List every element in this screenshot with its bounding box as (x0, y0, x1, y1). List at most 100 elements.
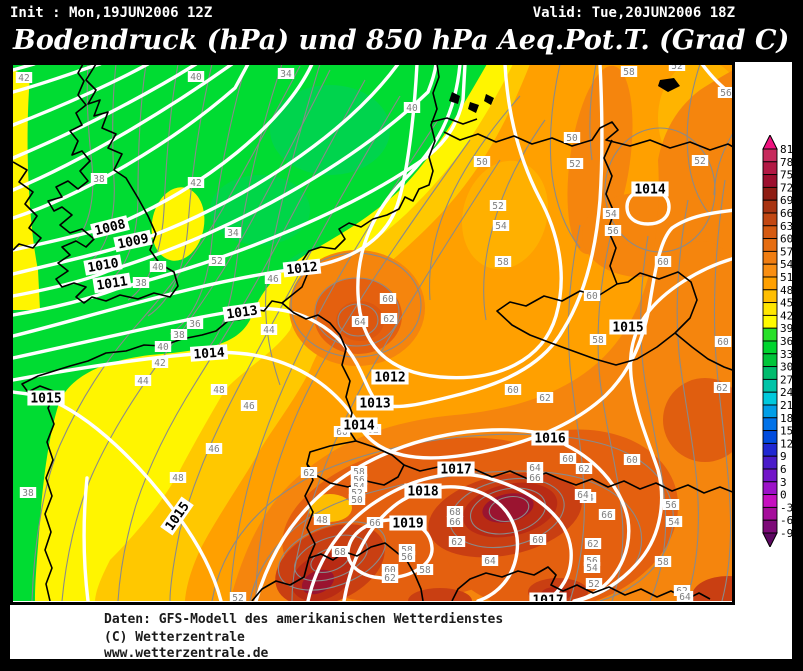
theta-label: 38 (170, 329, 188, 341)
svg-text:64: 64 (484, 556, 496, 567)
theta-label: 62 (448, 536, 466, 548)
svg-text:44: 44 (263, 325, 275, 336)
pressure-label: 1009 (113, 229, 153, 253)
svg-text:52: 52 (671, 62, 682, 72)
isobars (13, 64, 732, 601)
legend-tick-label: 15 (780, 425, 793, 438)
svg-text:1010: 1010 (86, 256, 120, 276)
svg-text:46: 46 (267, 274, 279, 285)
theta-label: 46 (264, 273, 282, 285)
svg-text:60: 60 (507, 385, 519, 396)
theta-label: 66 (526, 472, 544, 484)
svg-text:54: 54 (586, 563, 598, 574)
theta-label: 60 (529, 534, 547, 546)
theta-label: 38 (19, 487, 37, 499)
svg-text:1011: 1011 (96, 274, 129, 294)
theta-label: 52 (585, 578, 603, 590)
legend-color-band (762, 212, 778, 227)
theta-label: 52 (208, 255, 226, 267)
theta-label: 36 (186, 318, 204, 330)
legend-color-band (762, 481, 778, 496)
legend-color-band (762, 430, 778, 444)
legend-color-band (762, 366, 778, 380)
theta-label: 62 (381, 572, 399, 584)
legend-color-band (762, 276, 778, 291)
svg-text:56: 56 (586, 556, 598, 567)
svg-text:54: 54 (668, 517, 680, 528)
legend-tick-label: 0 (780, 489, 787, 502)
pressure-label: 1017 (529, 592, 567, 601)
legend-color-band (762, 519, 778, 534)
svg-text:50: 50 (566, 133, 578, 144)
svg-text:1014: 1014 (193, 345, 225, 362)
svg-text:1008: 1008 (93, 217, 127, 239)
svg-text:64: 64 (679, 592, 691, 603)
pressure-label: 1016 (531, 430, 569, 447)
svg-text:1014: 1014 (634, 183, 665, 198)
theta-label: 48 (169, 472, 187, 484)
legend-color-band (762, 302, 778, 316)
theta-label: 56 (717, 87, 732, 99)
svg-text:62: 62 (587, 539, 598, 550)
svg-text:62: 62 (384, 573, 395, 584)
legend-tick-label: 21 (780, 399, 793, 412)
pressure-label: 1015 (27, 390, 65, 407)
svg-text:60: 60 (384, 565, 396, 576)
svg-text:42: 42 (154, 358, 165, 369)
legend-tick-label: 78 (780, 156, 793, 169)
theta-label: 46 (240, 400, 258, 412)
theta-label: 58 (398, 544, 416, 556)
theta-label: 64 (676, 591, 694, 603)
theta-label: 56 (398, 551, 416, 563)
theta-label: 34 (277, 68, 295, 80)
legend-tick-label: 36 (780, 335, 793, 348)
svg-text:64: 64 (354, 317, 366, 328)
svg-text:60: 60 (626, 455, 638, 466)
svg-text:56: 56 (401, 552, 413, 563)
legend-color-band (762, 161, 778, 176)
legend-color-band (762, 391, 778, 406)
theta-label: 58 (589, 334, 607, 346)
svg-text:58: 58 (353, 467, 365, 478)
theta-label: 58 (416, 564, 434, 576)
svg-text:60: 60 (382, 294, 394, 305)
legend-color-band (762, 506, 778, 521)
theta-label: 62 (300, 467, 318, 479)
legend-color-band (762, 404, 778, 419)
svg-text:62: 62 (716, 383, 727, 394)
theta-label: 34 (224, 227, 242, 239)
legend-tick-label: 24 (780, 386, 794, 399)
svg-text:62: 62 (383, 314, 394, 325)
legend-arrow-down (762, 532, 778, 547)
theta-label: 68 (331, 546, 349, 558)
svg-text:62: 62 (539, 393, 550, 404)
map-border (10, 62, 735, 605)
theta-label: 44 (134, 375, 152, 387)
svg-text:60: 60 (717, 337, 729, 348)
svg-text:34: 34 (280, 69, 292, 80)
valid-time-label: Valid: Tue,20JUN2006 18Z (532, 5, 735, 21)
legend-tick-label: 30 (780, 361, 793, 374)
legend-color-band (762, 238, 778, 252)
theta-label: 62 (536, 392, 554, 404)
legend-tick-label: 72 (780, 181, 793, 194)
legend-color-band (762, 225, 778, 240)
theta-label: 60 (583, 290, 601, 302)
theta-label: 62 (575, 463, 593, 475)
pressure-label: 1011 (92, 272, 132, 294)
theta-label: 56 (662, 499, 680, 511)
theta-label: 64 (481, 555, 499, 567)
theta-label: 46 (205, 443, 223, 455)
legend-tick-label: 66 (780, 207, 793, 220)
legend-color-band (762, 327, 778, 342)
theta-label: 56 (604, 225, 622, 237)
svg-text:58: 58 (419, 565, 431, 576)
svg-text:66: 66 (369, 518, 381, 529)
svg-text:1012: 1012 (286, 260, 319, 278)
legend-color-band (762, 199, 778, 214)
theta-label: 60 (714, 336, 732, 348)
svg-text:64: 64 (529, 463, 541, 474)
pressure-label: 1012 (282, 258, 322, 278)
legend-tick-label: 57 (780, 245, 793, 258)
